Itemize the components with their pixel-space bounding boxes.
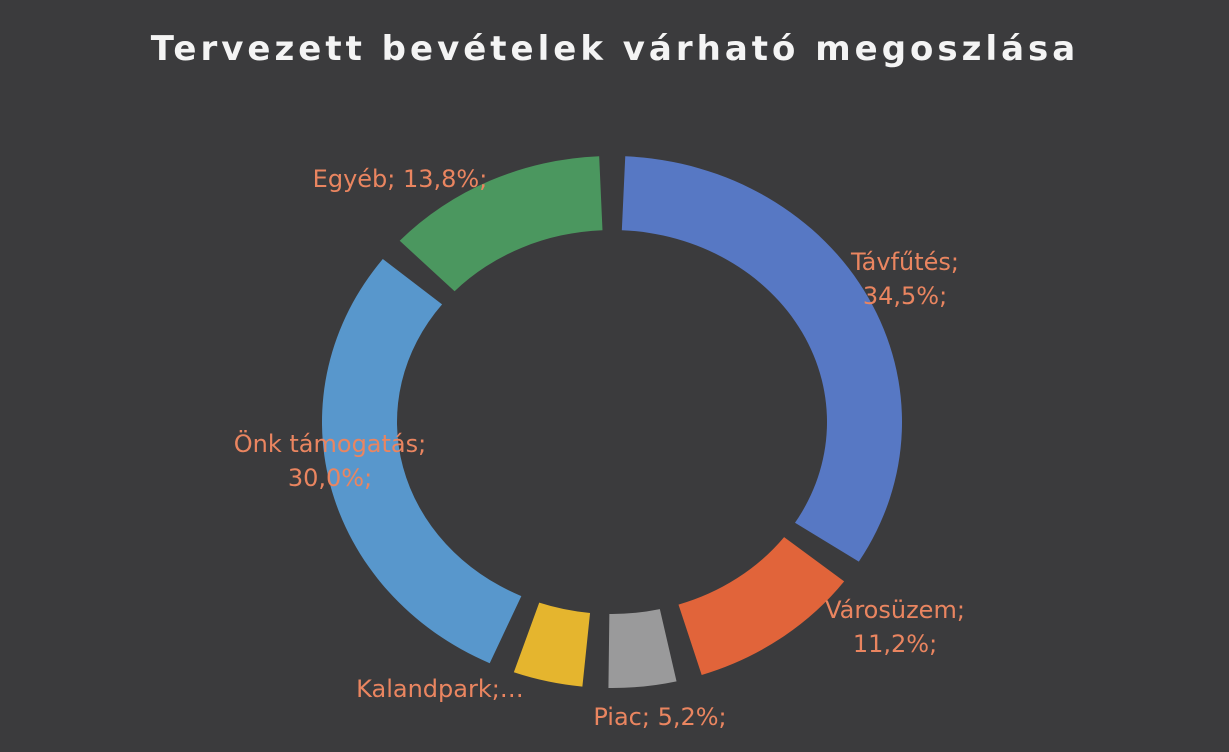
donut-segment (513, 602, 591, 687)
donut-segment (399, 156, 603, 292)
data-label: Egyéb; 13,8%; (313, 165, 488, 193)
data-label: Távfűtés; (850, 248, 959, 276)
data-label: 30,0%; (288, 464, 372, 492)
data-label: Piac; 5,2%; (593, 703, 726, 731)
donut-segment (608, 609, 677, 688)
data-label: 11,2%; (853, 630, 937, 658)
donut-segment (321, 259, 522, 664)
donut-segment (621, 156, 902, 562)
data-label: Önk támogatás; (234, 429, 426, 458)
chart-title: Tervezett bevételek várható megoszlása (151, 29, 1079, 69)
data-label: Városüzem; (825, 596, 965, 624)
data-label: 34,5%; (863, 282, 947, 310)
donut-segment (678, 537, 845, 675)
data-label: Kalandpark;… (356, 675, 524, 703)
